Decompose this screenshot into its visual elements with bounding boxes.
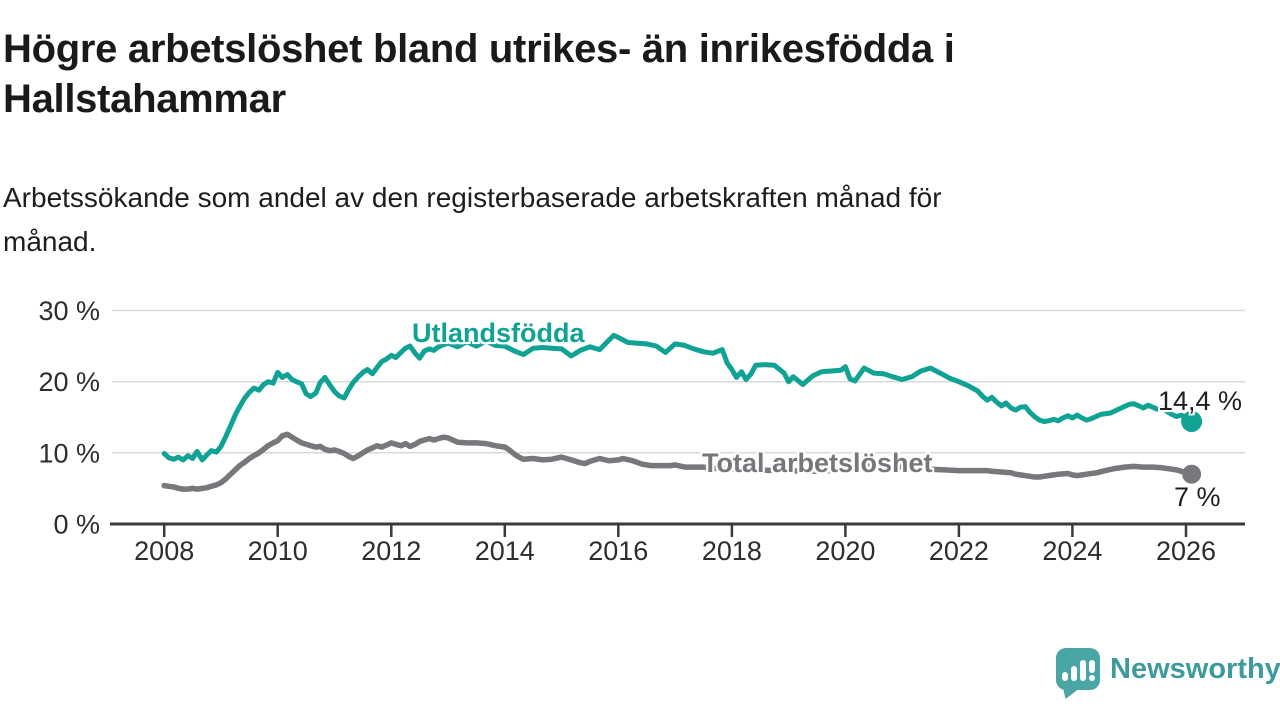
x-axis-label-2008: 2008 xyxy=(134,536,194,566)
newsworthy-speech-bubble-icon xyxy=(1056,648,1100,690)
x-axis-label-2010: 2010 xyxy=(248,536,308,566)
x-axis-label-2018: 2018 xyxy=(702,536,762,566)
series-label-utlandsfodda: Utlandsfödda xyxy=(412,318,585,348)
title-line-2: Hallstahammar xyxy=(3,77,286,121)
title-line-1: Högre arbetslöshet bland utrikes- än inr… xyxy=(3,27,955,71)
x-axis-label-2014: 2014 xyxy=(475,536,535,566)
exclamation-icon xyxy=(1088,660,1095,681)
subtitle-line-1: Arbetssökande som andel av den registerb… xyxy=(3,182,942,213)
newsworthy-logo: Newsworthy xyxy=(1056,648,1280,690)
y-axis-label-10: 10 % xyxy=(38,438,100,468)
series-end-dot-utlandsfodda xyxy=(1181,411,1203,432)
y-axis-label-30: 30 % xyxy=(38,296,100,326)
x-axis-label-2022: 2022 xyxy=(929,536,989,566)
x-axis-label-2024: 2024 xyxy=(1042,536,1102,566)
series-line-utlandsfodda xyxy=(161,332,1195,463)
bar-chart-icon xyxy=(1061,672,1068,681)
newsworthy-wordmark: Newsworthy xyxy=(1110,653,1280,685)
x-axis-label-2020: 2020 xyxy=(815,536,875,566)
end-value-label-utlandsfodda: 14,4 % xyxy=(1158,386,1243,416)
series-line-total xyxy=(161,431,1195,492)
page-title: Högre arbetslöshet bland utrikes- än inr… xyxy=(3,24,955,124)
series-end-dot-total xyxy=(1182,464,1202,484)
y-axis-label-0: 0 % xyxy=(53,510,100,540)
series-label-total-arbetsloshet: Total arbetslöshet xyxy=(702,448,933,478)
x-axis-label-2026: 2026 xyxy=(1156,536,1216,566)
x-axis-label-2012: 2012 xyxy=(361,536,421,566)
chart-subtitle: Arbetssökande som andel av den registerb… xyxy=(3,176,942,264)
x-axis-label-2016: 2016 xyxy=(588,536,648,566)
end-value-label-total: 7 % xyxy=(1174,482,1221,512)
y-axis-label-20: 20 % xyxy=(38,367,100,397)
subtitle-line-2: månad. xyxy=(3,226,97,257)
